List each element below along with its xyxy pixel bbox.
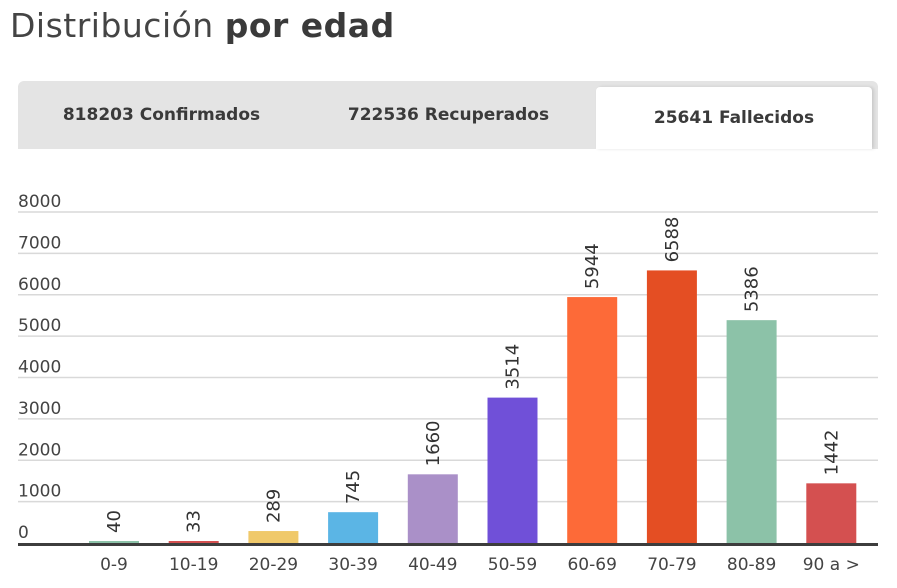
data-label: 745 <box>343 470 364 504</box>
bar[interactable] <box>726 320 777 543</box>
bar[interactable] <box>407 474 458 543</box>
tab-confirmados[interactable]: 818203 Confirmados <box>62 105 261 125</box>
x-tick-label: 60-69 <box>567 555 616 575</box>
data-label: 5386 <box>742 266 763 312</box>
data-label: 1442 <box>821 430 842 476</box>
y-tick-label: 8000 <box>18 192 61 212</box>
y-tick-label: 1000 <box>18 482 61 502</box>
x-tick-label: 70-79 <box>647 555 696 575</box>
bar[interactable] <box>248 531 299 543</box>
y-tick-label: 5000 <box>18 316 61 336</box>
y-tick-label: 6000 <box>18 275 61 295</box>
bar[interactable] <box>646 270 697 543</box>
data-label: 33 <box>184 510 205 533</box>
page-title: Distribución por edad <box>10 6 395 45</box>
bar[interactable] <box>89 541 139 543</box>
y-tick-label: 4000 <box>18 358 61 378</box>
x-tick-label: 30-39 <box>328 555 377 575</box>
bar[interactable] <box>806 483 857 543</box>
x-tick-label: 10-19 <box>169 555 218 575</box>
x-tick-label: 0-9 <box>100 555 128 575</box>
tab-bar: 818203 Confirmados 722536 Recuperados 25… <box>18 81 878 149</box>
y-tick-label: 2000 <box>18 440 61 460</box>
x-tick-label: 80-89 <box>727 555 776 575</box>
y-tick-label: 3000 <box>18 399 61 419</box>
tab-fallecidos[interactable]: 25641 Fallecidos <box>596 87 872 149</box>
data-label: 1660 <box>423 421 444 467</box>
x-tick-label: 90 a > <box>803 555 860 575</box>
x-tick-label: 50-59 <box>488 555 537 575</box>
tab-recuperados[interactable]: 722536 Recuperados <box>347 105 550 125</box>
x-tick-label: 40-49 <box>408 555 457 575</box>
page-title-bold: por edad <box>224 6 395 45</box>
bar[interactable] <box>328 512 379 543</box>
data-label: 6588 <box>662 217 683 263</box>
data-label: 5944 <box>582 243 603 289</box>
x-tick-label: 20-29 <box>249 555 298 575</box>
y-tick-label: 0 <box>18 523 29 543</box>
y-tick-label: 7000 <box>18 233 61 253</box>
data-label: 3514 <box>503 344 524 390</box>
data-label: 289 <box>263 489 284 523</box>
bar[interactable] <box>168 541 219 543</box>
data-label: 40 <box>104 510 125 533</box>
bar[interactable] <box>487 397 538 543</box>
bar[interactable] <box>567 297 618 543</box>
page-title-regular: Distribución <box>10 6 214 45</box>
